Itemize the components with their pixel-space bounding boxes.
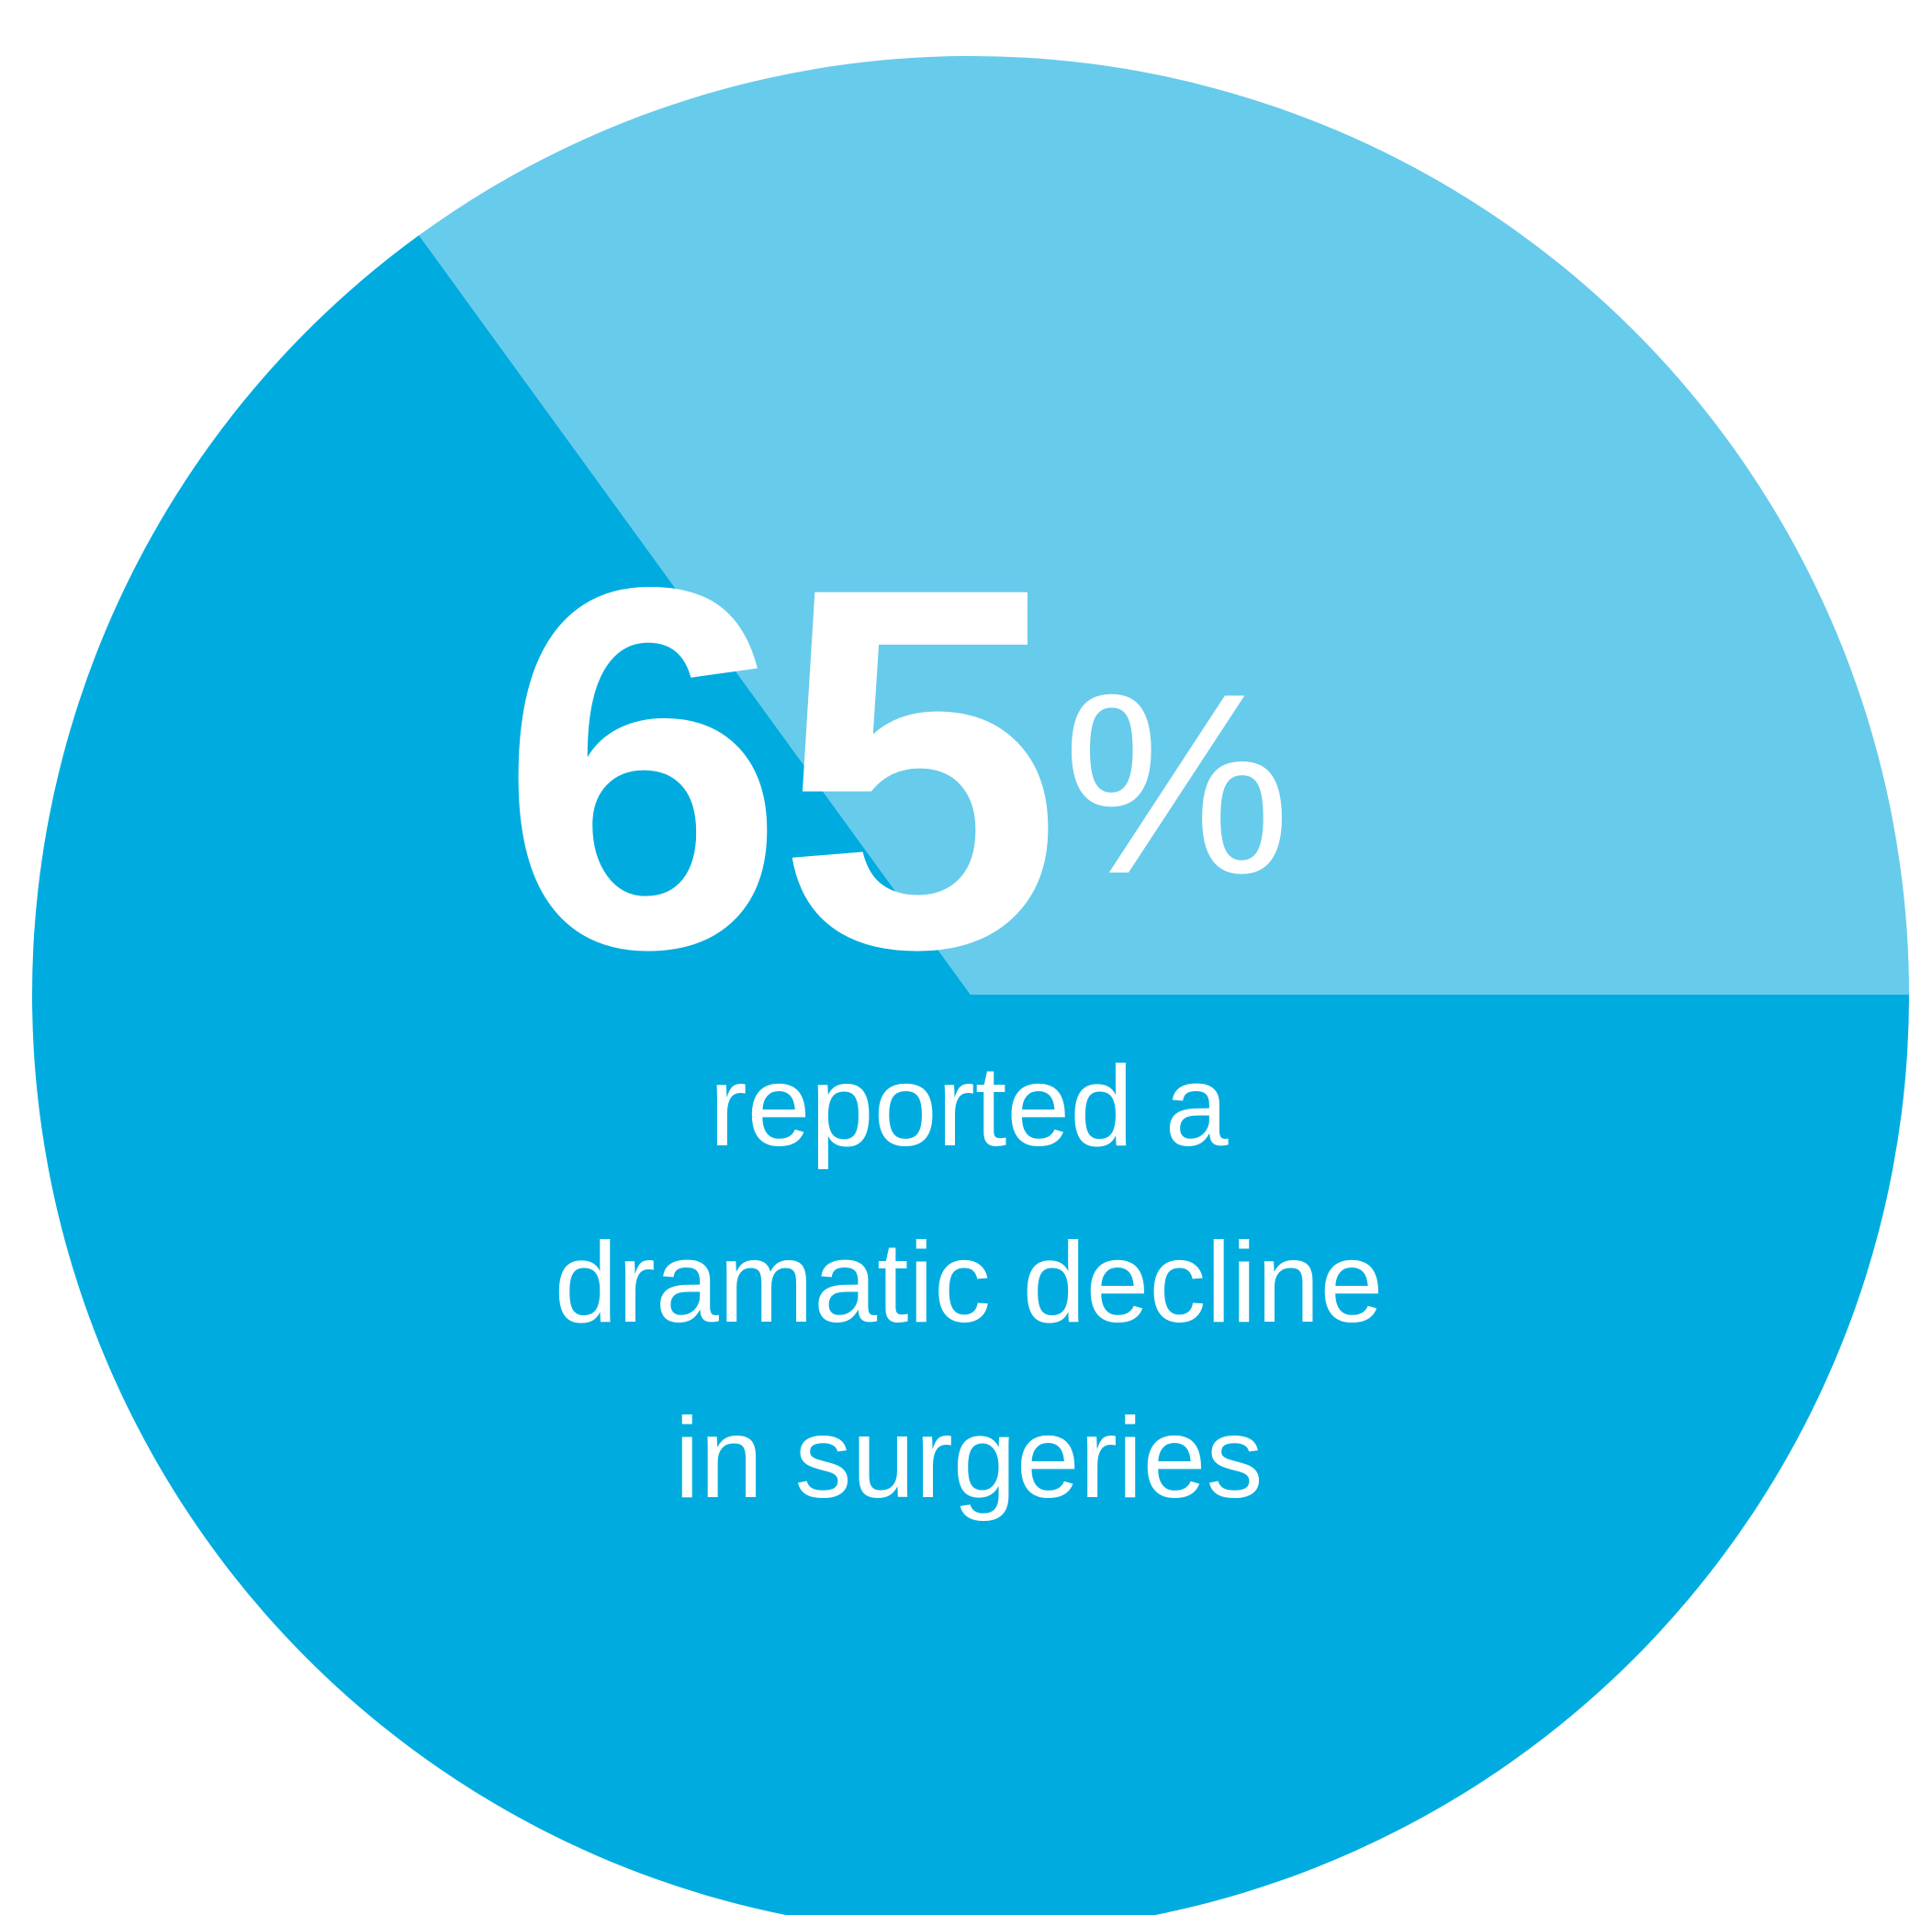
pie-slices <box>32 55 1909 1915</box>
pie-slice-35 <box>419 55 1909 996</box>
caption-line-2: dramatic decline <box>555 1220 1384 1346</box>
pie-slice-65 <box>32 235 1909 1915</box>
headline-unit: % <box>1062 641 1291 928</box>
headline-number: 65 <box>500 480 1053 1055</box>
caption-line-1: reported a <box>709 1043 1228 1170</box>
caption-line-3: in surgeries <box>675 1395 1264 1522</box>
headline-percent: 65% <box>500 480 1291 1055</box>
